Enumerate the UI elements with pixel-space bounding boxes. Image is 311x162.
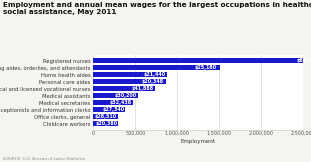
Text: $32,438: $32,438 (110, 100, 132, 105)
Text: $69,170: $69,170 (296, 58, 311, 63)
Bar (93, 87, 155, 91)
Bar (93, 107, 125, 112)
Text: Employment and annual mean wages for the largest occupations in healthcare and
s: Employment and annual mean wages for the… (3, 2, 311, 15)
Bar (93, 58, 311, 63)
Text: $27,340: $27,340 (102, 107, 125, 112)
Text: $30,200: $30,200 (114, 93, 137, 98)
Text: $20,348: $20,348 (142, 79, 164, 84)
Text: $20,380: $20,380 (95, 121, 118, 126)
Bar (93, 122, 118, 126)
Text: $25,180: $25,180 (195, 65, 217, 70)
Bar (93, 115, 118, 119)
Text: $41,888: $41,888 (132, 86, 154, 91)
Bar (93, 80, 165, 84)
Text: SOURCE: U.S. Bureau of Labor Statistics: SOURCE: U.S. Bureau of Labor Statistics (3, 157, 85, 161)
Text: $21,440: $21,440 (143, 72, 165, 77)
Bar (93, 72, 167, 77)
X-axis label: Employment: Employment (181, 139, 216, 144)
Bar (93, 100, 133, 105)
Text: $28,510: $28,510 (95, 114, 117, 119)
Bar (93, 93, 137, 98)
Bar (93, 65, 220, 70)
